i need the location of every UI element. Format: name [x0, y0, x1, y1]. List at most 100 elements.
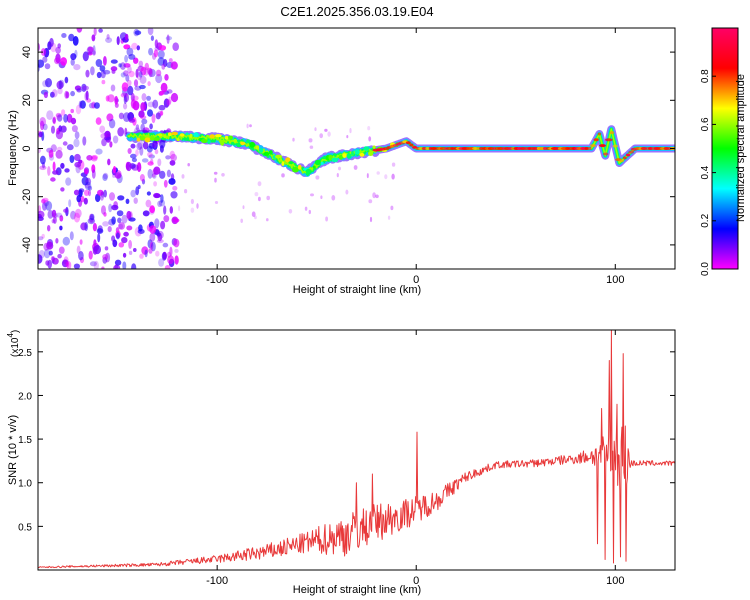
spectrogram-noise-cell [116, 210, 124, 217]
spectrogram-noise-cell [112, 166, 117, 174]
spectrogram-noise-cell [174, 248, 179, 253]
spectrogram-ridge-blob [249, 141, 256, 148]
spectrogram-noise-cell [164, 74, 169, 81]
spectrogram-x-tick-label: 100 [606, 274, 624, 286]
spectrogram-noise-cell [123, 95, 127, 104]
spectrogram-noise-cell [181, 174, 185, 179]
spectrogram-noise-cell [92, 45, 96, 56]
spectrogram-noise-cell [49, 37, 54, 47]
spectrogram-noise-cell [110, 59, 118, 64]
spectrogram-noise-cell [152, 168, 159, 176]
spectrogram-ridge-blob [328, 154, 333, 161]
spectrogram-ridge-core [584, 147, 589, 150]
spectrogram-noise-cell [150, 35, 154, 41]
spectrogram-noise-cell [100, 133, 108, 139]
spectrogram-noise-cell [110, 66, 118, 72]
spectrogram-noise-cell [123, 63, 131, 68]
spectrogram-noise-cell [118, 112, 124, 120]
spectrogram-noise-cell [163, 98, 170, 108]
snr-plot-area [38, 330, 675, 570]
spectrogram-noise-cell [137, 141, 144, 149]
spectrogram-noise-cell [46, 241, 54, 250]
spectrogram-y-tick-label: -20 [21, 189, 33, 205]
spectrogram-ridge-blob [342, 153, 347, 159]
spectrogram-noise-cell [41, 199, 46, 204]
spectrogram-noise-cell [251, 211, 256, 217]
spectrogram-ridge-blob [171, 131, 178, 136]
snr-y-tick-label: 2.0 [18, 391, 32, 402]
spectrogram-noise-cell [95, 59, 103, 67]
spectrogram-ridge-blob [144, 137, 151, 143]
spectrogram-noise-cell [135, 186, 140, 196]
spectrogram-noise-cell [124, 54, 128, 63]
spectrogram-noise-cell [139, 75, 147, 84]
spectrogram-ridge-blob [312, 165, 316, 169]
spectrogram-noise-cell [169, 246, 173, 257]
spectrogram-ridge-core [421, 147, 427, 150]
spectrogram-noise-cell [139, 84, 146, 90]
spectrogram-noise-cell [111, 216, 116, 225]
spectrogram-noise-cell [58, 79, 62, 90]
spectrogram-noise-cell [148, 68, 153, 78]
spectrogram-noise-cell [159, 170, 166, 179]
spectrogram-noise-cell [141, 158, 149, 163]
spectrogram-noise-cell [387, 215, 391, 220]
spectrogram-noise-cell [127, 148, 132, 154]
spectrogram-noise-cell [93, 28, 97, 36]
spectrogram-noise-cell [96, 71, 102, 79]
spectrogram-noise-cell [38, 236, 44, 241]
spectrogram-ridge-core [625, 153, 631, 157]
spectrogram-ridge-blob [163, 134, 167, 138]
spectrogram-noise-cell [74, 131, 80, 140]
spectrogram-noise-cell [65, 261, 70, 268]
spectrogram-noise-cell [154, 149, 159, 155]
spectrogram-noise-cell [68, 33, 75, 42]
spectrogram-noise-cell [101, 266, 105, 269]
spectrogram-noise-cell [76, 194, 81, 203]
spectrogram-noise-cell [161, 251, 167, 261]
spectrogram-ridge-blob [228, 135, 233, 140]
spectrogram-noise-cell [246, 123, 249, 129]
spectrogram-noise-cell [48, 149, 54, 158]
spectrogram-noise-cell [136, 162, 142, 173]
spectrogram-ridge-blob [363, 146, 370, 152]
spectrogram-noise-cell [292, 137, 295, 142]
spectrogram-ridge-core [593, 138, 599, 142]
spectrogram-noise-cell [128, 54, 136, 60]
spectrogram-noise-cell [324, 128, 328, 132]
spectrogram-noise-cell [74, 153, 81, 162]
spectrogram-noise-cell [136, 142, 143, 151]
spectrogram-ridge-blob [331, 157, 339, 163]
spectrogram-ridge-blob [285, 157, 291, 163]
spectrogram-noise-cell [60, 125, 67, 133]
spectrogram-noise-cell [69, 155, 75, 163]
spectrogram-noise-cell [102, 172, 109, 180]
spectrogram-noise-cell [70, 53, 77, 61]
spectrogram-noise-cell [138, 60, 144, 68]
spectrogram-noise-cell [149, 123, 153, 130]
spectrogram-noise-cell [172, 185, 178, 191]
spectrogram-noise-cell [102, 221, 109, 227]
spectrogram-noise-cell [92, 50, 96, 56]
snr-y-tick-label: 1.0 [18, 479, 32, 490]
spectrogram-noise-cell [187, 163, 190, 167]
spectrogram-ridge-blob [240, 141, 246, 146]
spectrogram-noise-cell [147, 81, 151, 87]
spectrogram-noise-cell [106, 34, 110, 40]
spectrogram-noise-cell [55, 238, 59, 244]
colorbar-label: Normalized spectral amplitude [735, 74, 747, 222]
spectrogram-noise-cell [60, 187, 65, 192]
spectrogram-noise-cell [62, 141, 68, 146]
spectrogram-marks [38, 28, 675, 269]
spectrogram-noise-cell [157, 50, 165, 59]
spectrogram-noise-cell [346, 135, 349, 139]
spectrogram-noise-cell [70, 210, 76, 220]
spectrogram-noise-cell [91, 155, 98, 160]
spectrogram-ridge-core [605, 138, 613, 142]
spectrogram-noise-cell [160, 194, 164, 203]
spectrogram-noise-cell [92, 246, 98, 255]
spectrogram-ridge-blob [189, 133, 193, 138]
spectrogram-ridge-core [612, 144, 618, 148]
spectrogram-noise-cell [76, 28, 83, 33]
spectrogram-noise-cell [51, 89, 58, 98]
